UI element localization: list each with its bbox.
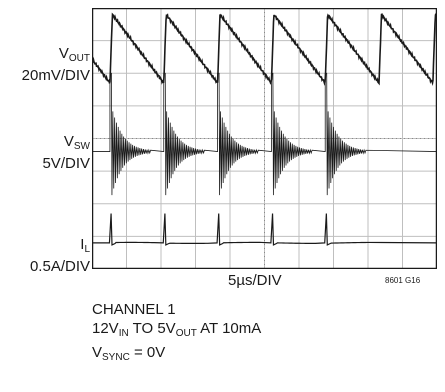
caption-line-2: 12VIN TO 5VOUT AT 10mA: [92, 320, 262, 339]
vsw-label: VSW: [63, 133, 90, 152]
vsw-channel-label: VSW 5V/DIV: [42, 133, 90, 172]
caption-line-1: CHANNEL 1: [92, 301, 176, 318]
plot-frame: [92, 8, 437, 269]
figure-id: 8601 G16: [385, 276, 421, 285]
caption-line-3: VSYNC = 0V: [92, 344, 166, 363]
vout-trace: [92, 11, 437, 86]
il-trace: [92, 213, 437, 246]
il-channel-label: IL 0.5A/DIV: [30, 236, 90, 275]
vout-channel-label: VOUT 20mV/DIV: [22, 45, 90, 84]
oscilloscope-plot: [92, 8, 437, 269]
vsw-trace: [92, 72, 437, 196]
vout-label: VOUT: [58, 45, 90, 64]
vout-scale-label: 20mV/DIV: [21, 67, 90, 84]
x-scale-label: 5µs/DIV: [228, 272, 282, 289]
caption: CHANNEL 1 12VIN TO 5VOUT AT 10mA VSYNC =…: [92, 300, 261, 367]
il-label: IL: [80, 236, 90, 255]
il-scale-label: 0.5A/DIV: [29, 258, 90, 275]
vsw-scale-label: 5V/DIV: [42, 155, 90, 172]
